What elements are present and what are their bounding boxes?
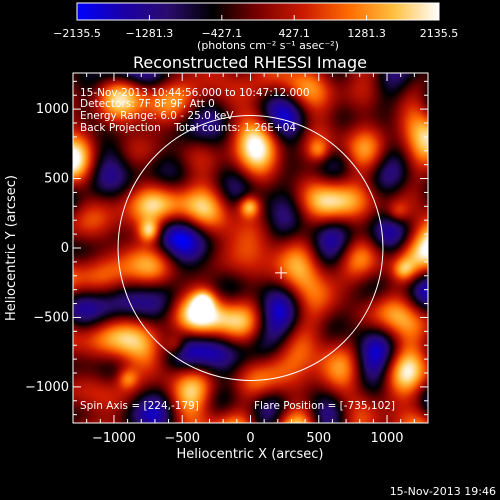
- spin-axis-marker: [275, 266, 288, 279]
- colorbar-tick-label: −1281.3: [126, 27, 174, 40]
- y-tick-label: 0: [61, 241, 69, 256]
- colorbar-tick-label: 427.1: [278, 27, 310, 40]
- y-tick-label: −500: [33, 310, 69, 325]
- x-tick-labels: −1000 −500 0 500 1000: [92, 431, 404, 446]
- colorbar-tick-label: −2135.5: [53, 27, 101, 40]
- colorbar-tick-label: −427.1: [201, 27, 242, 40]
- annotation-method-counts: Back Projection Total counts: 1.26E+04: [80, 122, 296, 134]
- colorbar: [76, 2, 440, 21]
- colorbar-units: (photons cm⁻² s⁻¹ asec⁻²): [197, 39, 339, 52]
- annotation-spin-axis: Spin Axis = [224,-179]: [80, 400, 199, 412]
- solar-limb-circle: [117, 115, 384, 381]
- y-tick-label: 500: [44, 172, 69, 187]
- footer-timestamp: 15-Nov-2013 19:46: [390, 485, 496, 498]
- colorbar-tick-label: 2135.5: [420, 27, 459, 40]
- x-tick-label: −1000: [92, 431, 136, 446]
- colorbar-ticks: −2135.5 −1281.3 −427.1 427.1 1281.3 2135.5: [53, 15, 458, 40]
- y-axis-label: Heliocentric Y (arcsec): [4, 175, 19, 321]
- y-tick-label: 1000: [36, 102, 69, 117]
- annotation-energy-range: Energy Range: 6.0 - 25.0 keV: [80, 110, 234, 122]
- heatmap-image: [73, 73, 428, 423]
- x-tick-label: 0: [246, 431, 254, 446]
- annotation-flare-position: Flare Position = [-735,102]: [254, 400, 395, 412]
- y-tick-label: −1000: [25, 380, 69, 395]
- axis-ticks: [73, 73, 428, 423]
- colorbar-tick-label: 1281.3: [347, 27, 386, 40]
- annotation-detectors: Detectors: 7F 8F 9F, Att 0: [80, 98, 215, 110]
- y-tick-labels: −1000 −500 0 500 1000: [25, 102, 69, 395]
- x-tick-label: 1000: [370, 431, 403, 446]
- x-tick-label: 500: [306, 431, 331, 446]
- x-tick-label: −500: [164, 431, 200, 446]
- annotation-time-range: 15-Nov-2013 10:44:56.000 to 10:47:12.000: [80, 87, 310, 99]
- x-axis-label: Heliocentric X (arcsec): [177, 447, 324, 462]
- chart-title: Reconstructed RHESSI Image: [133, 53, 367, 72]
